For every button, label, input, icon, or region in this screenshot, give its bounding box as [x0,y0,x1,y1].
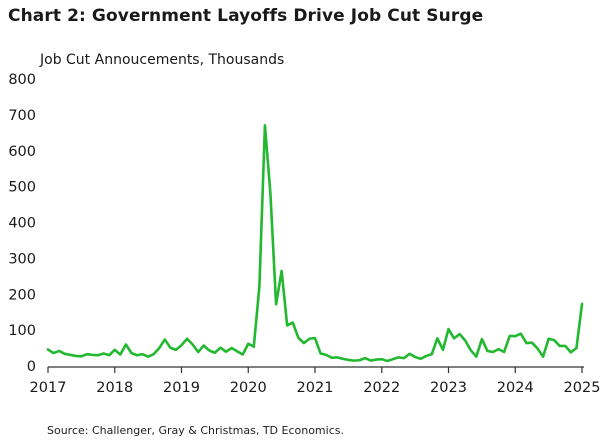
y-axis-label: Job Cut Annoucements, Thousands [40,52,285,68]
y-tick-label: 400 [8,216,36,232]
x-tick-label: 2022 [363,380,400,396]
y-tick-label: 0 [27,359,36,375]
y-tick-label: 500 [8,180,36,196]
x-tick-label: 2024 [497,380,534,396]
y-tick-label: 700 [8,108,36,124]
x-tick-label: 2021 [297,380,334,396]
y-tick-label: 600 [8,144,36,160]
x-tick-label: 2017 [30,380,67,396]
series-line-job-cuts [46,123,584,363]
y-tick-label: 200 [8,287,36,303]
x-tick-label: 2019 [163,380,200,396]
y-tick-label: 300 [8,251,36,267]
x-tick-label: 2023 [430,380,467,396]
source-note: Source: Challenger, Gray & Christmas, TD… [47,424,344,437]
x-tick-label: 2020 [230,380,267,396]
x-tick-label: 2018 [96,380,133,396]
y-tick-label: 100 [8,323,36,339]
chart-title: Chart 2: Government Layoffs Drive Job Cu… [8,6,484,26]
x-tick-label: 2025 [564,380,600,396]
y-tick-label: 800 [8,72,36,88]
